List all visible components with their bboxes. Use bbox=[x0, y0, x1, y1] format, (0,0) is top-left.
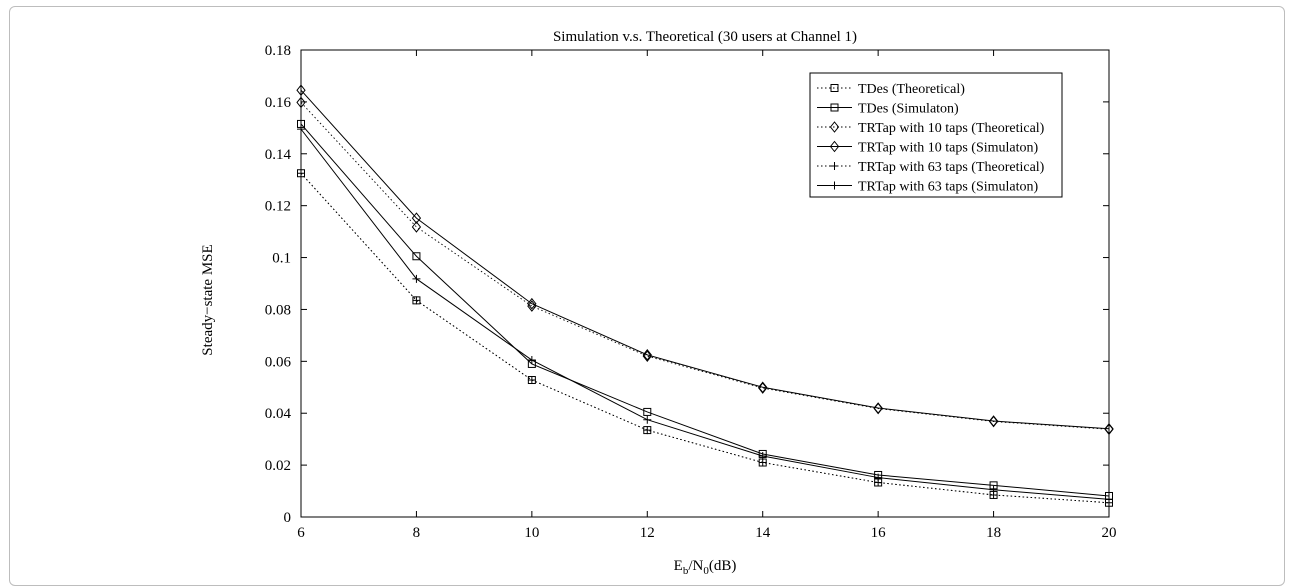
y-tick-label: 0.14 bbox=[265, 147, 292, 163]
data-point-diamond bbox=[527, 297, 537, 310]
data-point-diamond bbox=[411, 221, 422, 233]
y-tick-label: 0.02 bbox=[265, 458, 291, 474]
x-tick-label: 8 bbox=[413, 525, 421, 541]
legend-marker-plus bbox=[830, 181, 839, 190]
data-point-plus bbox=[1105, 495, 1113, 504]
x-axis-label-sub1: b bbox=[683, 565, 689, 577]
y-tick-label: 0.06 bbox=[265, 354, 292, 370]
data-point-plus bbox=[527, 356, 536, 365]
data-point-diamond bbox=[642, 350, 652, 362]
data-point-diamond bbox=[758, 381, 768, 394]
data-point-plus bbox=[643, 415, 652, 424]
y-tick-label: 0.1 bbox=[272, 251, 291, 267]
x-tick-label: 14 bbox=[755, 525, 771, 541]
legend-label: TRTap with 63 taps (Simulaton) bbox=[858, 180, 1038, 195]
data-point-diamond bbox=[988, 415, 999, 427]
y-tick-label: 0.18 bbox=[265, 43, 291, 59]
x-tick-label: 16 bbox=[871, 525, 887, 541]
legend-label: TRTap with 10 taps (Theoretical) bbox=[858, 121, 1045, 136]
series-5 bbox=[297, 169, 1113, 507]
series-4 bbox=[296, 84, 1114, 435]
plot-area-frame bbox=[300, 49, 1110, 518]
legend-marker-square bbox=[830, 84, 839, 92]
y-tick-label: 0.12 bbox=[265, 199, 291, 215]
data-point-plus bbox=[412, 274, 421, 283]
x-tick-label: 6 bbox=[297, 525, 305, 541]
legend-marker-square bbox=[830, 103, 839, 112]
y-tick-label: 0.04 bbox=[265, 406, 292, 422]
series-line bbox=[300, 89, 1110, 430]
data-point-plus bbox=[874, 473, 883, 482]
legend-label: TDes (Theoretical) bbox=[858, 82, 965, 97]
legend-marker-diamond bbox=[829, 121, 840, 133]
x-axis-label: Eb/N0(dB) bbox=[674, 558, 737, 577]
y-tick-label: 0.16 bbox=[265, 95, 292, 111]
x-tick-label: 10 bbox=[524, 525, 539, 541]
plot-layer: 6 8 10 12 14 16 18 20 0 0.02 0.04 0.06 0.08 0.1 0.12 0.… bbox=[265, 43, 1117, 541]
series-line bbox=[300, 123, 1110, 497]
legend-label: TRTap with 63 taps (Theoretical) bbox=[858, 160, 1045, 175]
legend-box bbox=[809, 72, 1063, 198]
x-axis-label-tail: (dB) bbox=[709, 558, 737, 574]
y-tick-label: 0 bbox=[284, 510, 292, 526]
series-line bbox=[300, 102, 1110, 430]
x-axis-label-main: E bbox=[674, 558, 683, 574]
data-point-plus bbox=[297, 169, 305, 178]
data-point-diamond bbox=[411, 212, 422, 224]
data-point-square bbox=[643, 407, 652, 416]
legend: TDes (Theoretical) TDes (Simulaton) TRTap … bbox=[809, 72, 1063, 198]
data-point-plus bbox=[989, 485, 998, 494]
legend-marker-plus bbox=[830, 162, 839, 170]
x-tick-label: 20 bbox=[1102, 525, 1117, 541]
legend-label: TDes (Simulaton) bbox=[858, 102, 959, 117]
chart-title: Simulation v.s. Theoretical (30 users at… bbox=[553, 29, 857, 45]
data-point-diamond bbox=[642, 349, 652, 361]
legend-marker-diamond bbox=[829, 140, 840, 153]
x-axis-label-mid: /N bbox=[688, 558, 703, 574]
legend-label: TRTap with 10 taps (Simulaton) bbox=[858, 141, 1038, 156]
data-point-plus bbox=[297, 125, 305, 134]
series-6 bbox=[297, 125, 1113, 504]
data-point-plus bbox=[527, 376, 536, 385]
data-point-diamond bbox=[296, 96, 306, 109]
data-point-plus bbox=[412, 296, 421, 305]
x-tick-label: 18 bbox=[986, 525, 1001, 541]
y-axis-label: Steady−state MSE bbox=[200, 244, 216, 355]
x-axis-label-sub2: 0 bbox=[703, 565, 709, 577]
data-point-plus bbox=[758, 452, 767, 461]
data-point-square bbox=[412, 252, 421, 261]
data-point-diamond bbox=[873, 402, 883, 414]
series-line bbox=[300, 128, 1110, 500]
data-point-plus bbox=[643, 426, 652, 435]
data-point-diamond bbox=[296, 84, 306, 97]
y-tick-label: 0.08 bbox=[265, 302, 291, 318]
data-point-diamond bbox=[1104, 422, 1114, 435]
x-tick-label: 12 bbox=[640, 525, 655, 541]
